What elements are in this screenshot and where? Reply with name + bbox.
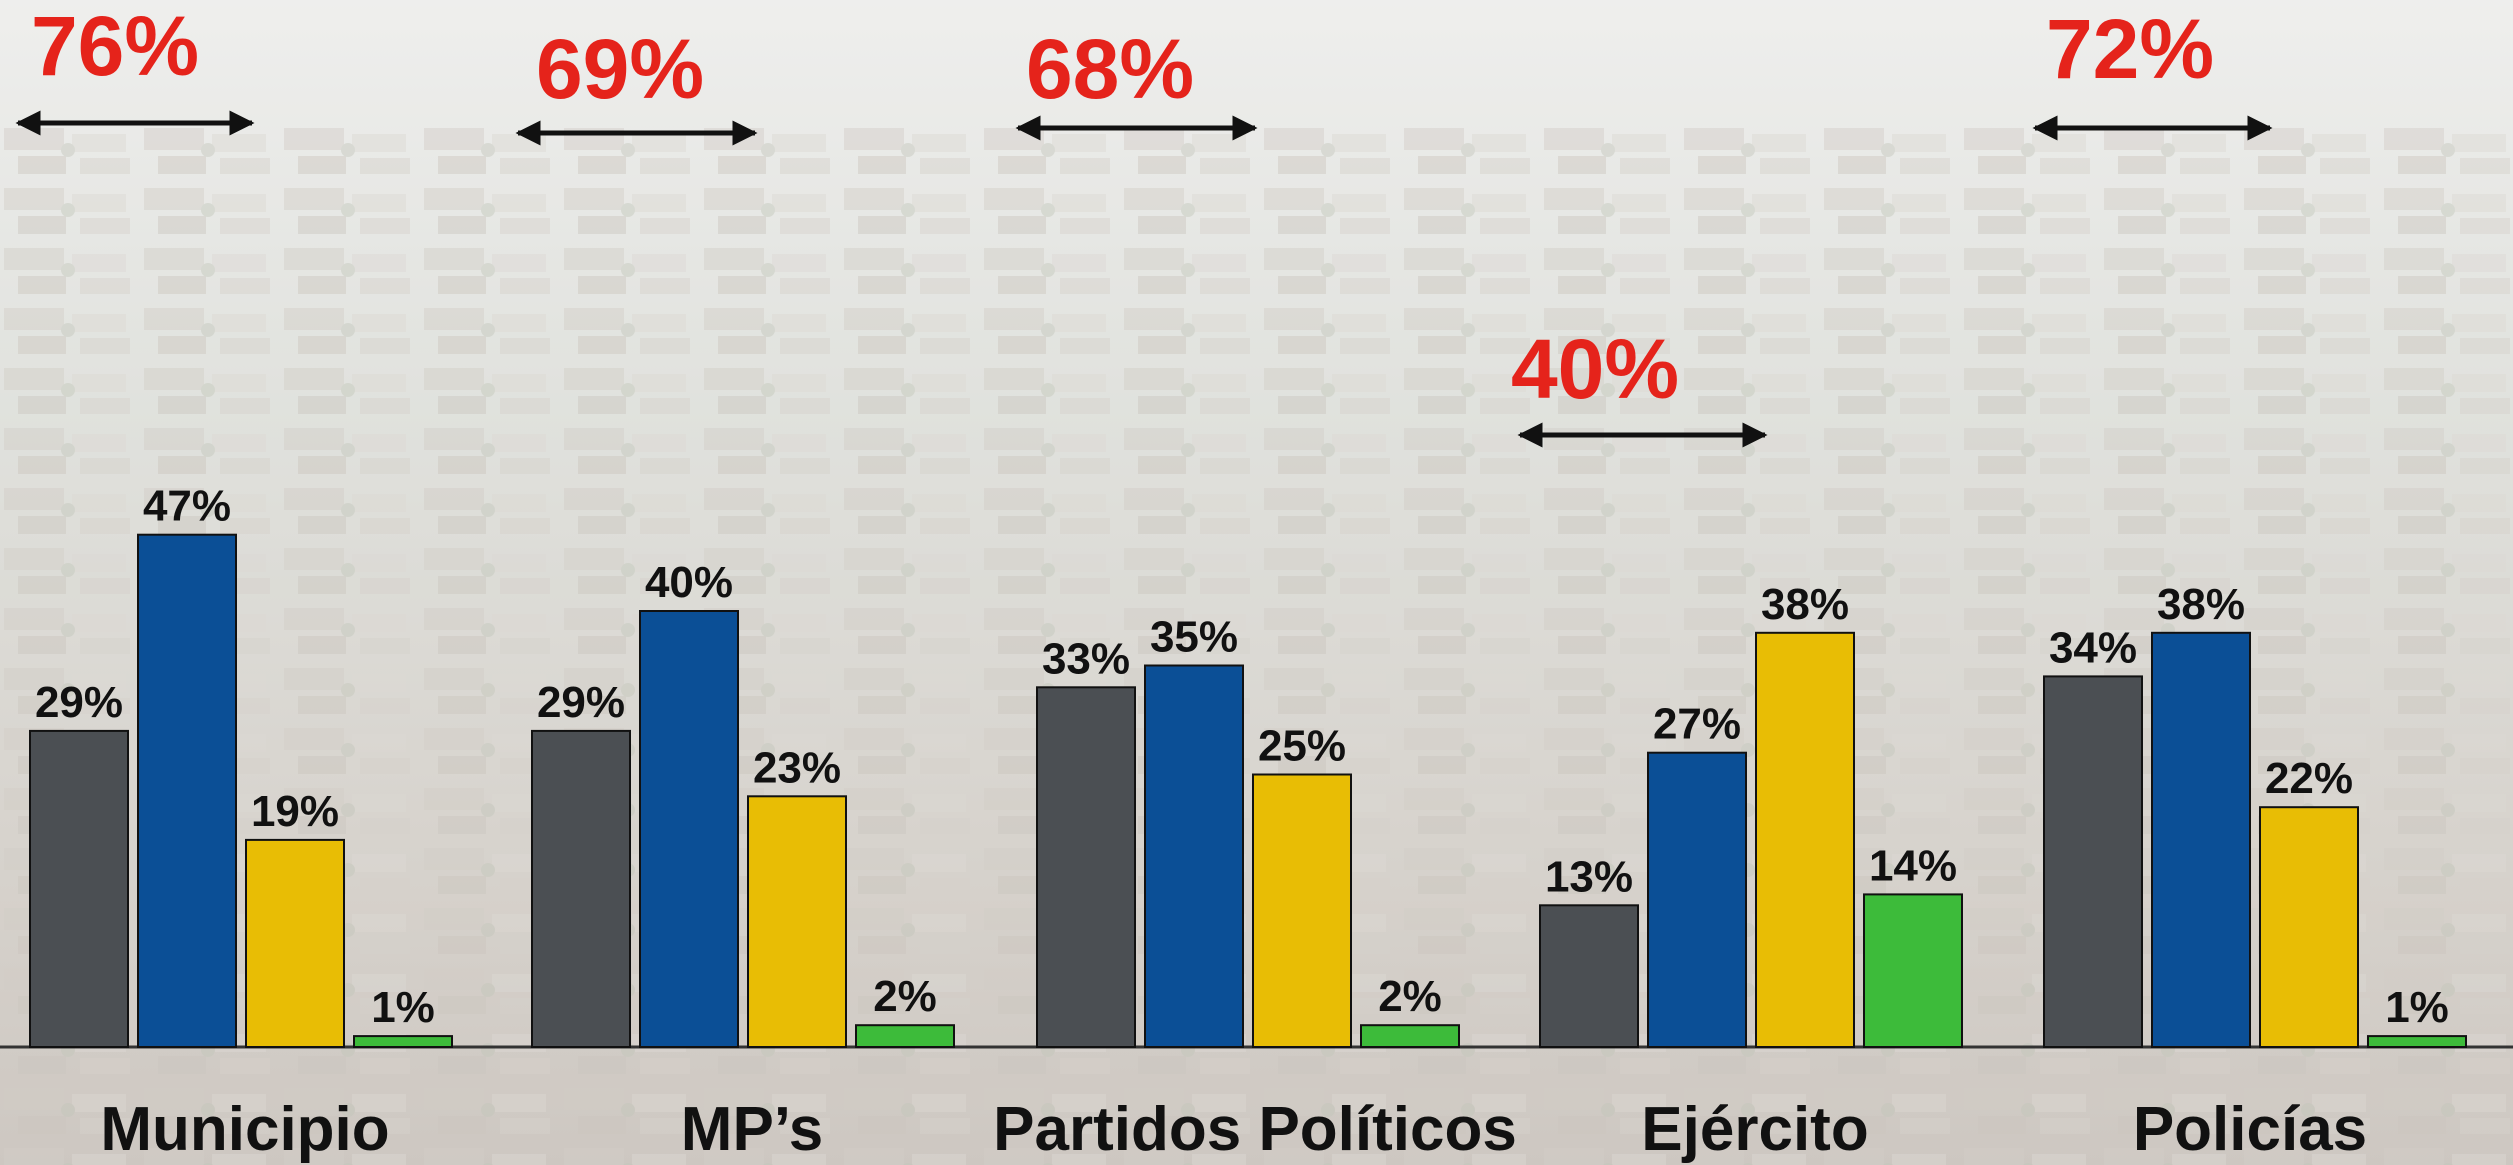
total-label: 69% <box>536 22 704 116</box>
total-label: 72% <box>2046 2 2214 96</box>
bar <box>1863 893 1963 1049</box>
data-label: 1% <box>371 983 435 1032</box>
data-label: 34% <box>2049 623 2137 672</box>
data-label: 14% <box>1869 841 1957 890</box>
data-label: 38% <box>2157 580 2245 629</box>
bar <box>1755 631 1855 1048</box>
data-label: 29% <box>35 678 123 727</box>
total-label: 40% <box>1511 322 1679 416</box>
bar <box>855 1024 955 1048</box>
bar <box>2259 806 2359 1049</box>
bar <box>1539 904 1639 1048</box>
data-label: 22% <box>2265 754 2353 803</box>
category-label: Partidos Políticos <box>993 1095 1517 1164</box>
data-label: 2% <box>1378 972 1442 1021</box>
data-label: 38% <box>1761 580 1849 629</box>
data-label: 33% <box>1042 634 1130 683</box>
bar <box>1144 664 1244 1048</box>
bar <box>353 1035 453 1048</box>
category-label: MP’s <box>681 1095 823 1164</box>
category-label: Policías <box>2133 1095 2367 1164</box>
data-label: 23% <box>753 743 841 792</box>
bar <box>245 838 345 1049</box>
total-label: 68% <box>1026 22 1194 116</box>
data-label: 19% <box>251 787 339 836</box>
total-label: 76% <box>31 0 199 93</box>
data-label: 27% <box>1653 700 1741 749</box>
bar <box>1252 773 1352 1048</box>
category-label: Municipio <box>100 1095 389 1164</box>
data-label: 13% <box>1545 852 1633 901</box>
category-label: Ejército <box>1641 1095 1868 1164</box>
data-label: 1% <box>2385 983 2449 1032</box>
bar <box>1036 686 1136 1048</box>
data-label: 25% <box>1258 722 1346 771</box>
bar <box>1360 1024 1460 1048</box>
bar <box>2367 1035 2467 1048</box>
bar <box>747 795 847 1048</box>
data-label: 29% <box>537 678 625 727</box>
data-label: 40% <box>645 558 733 607</box>
data-label: 47% <box>143 482 231 531</box>
bar <box>1647 751 1747 1048</box>
bar <box>2151 631 2251 1048</box>
data-label: 2% <box>873 972 937 1021</box>
bar <box>29 729 129 1049</box>
bar <box>137 533 237 1048</box>
data-label: 35% <box>1150 613 1238 662</box>
bar <box>531 729 631 1049</box>
bar <box>2043 675 2143 1049</box>
bar <box>639 610 739 1048</box>
